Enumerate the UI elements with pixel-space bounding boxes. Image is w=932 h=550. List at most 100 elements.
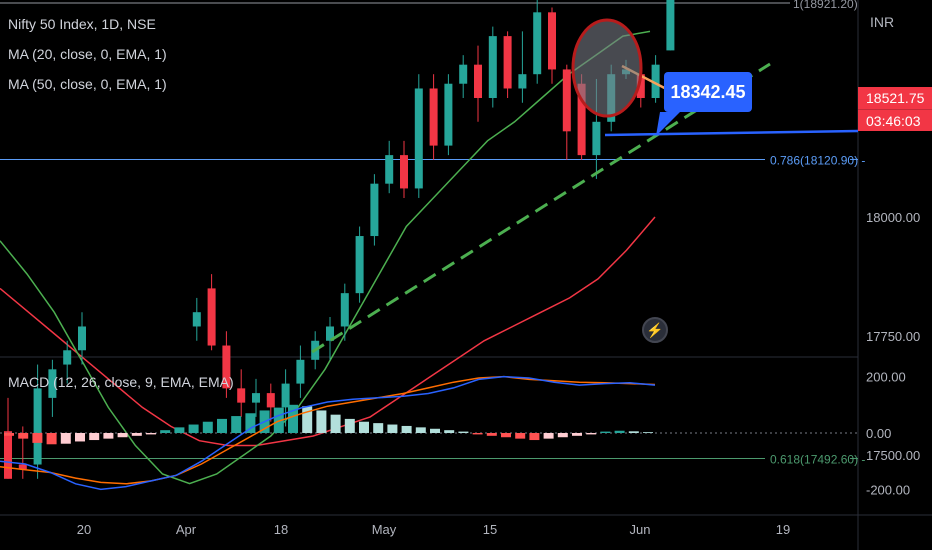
macd-histogram-bar [273, 407, 284, 433]
macd-histogram-bar [89, 433, 100, 441]
time-tick-label: 19 [776, 522, 790, 537]
candle-body [548, 12, 556, 70]
support-trendline [311, 62, 771, 354]
price-tick-label: 17750.00 [866, 329, 920, 344]
candle-body [63, 350, 72, 365]
candle-body [577, 83, 586, 156]
fib-level-label: 0.618(17492.60) - [770, 453, 865, 467]
currency-label[interactable]: INR [870, 14, 895, 30]
macd-line [0, 375, 656, 491]
candle-body [340, 293, 349, 327]
macd-histogram-bar [472, 433, 483, 435]
highlight-ellipse [571, 18, 643, 118]
macd-histogram-bar [188, 424, 199, 433]
macd-histogram-bar [628, 431, 639, 433]
time-tick-label: 20 [77, 522, 91, 537]
macd-histogram-bar [117, 433, 128, 438]
candle-body [4, 431, 12, 479]
time-tick-label: May [372, 522, 397, 537]
macd-histogram-bar [614, 430, 625, 433]
symbol-legend[interactable]: Nifty 50 Index, 1D, NSE [8, 16, 156, 32]
macd-histogram-bar [131, 433, 142, 436]
macd-histogram-bar [501, 433, 511, 438]
macd-histogram-bar [32, 433, 43, 443]
ma20-legend[interactable]: MA (20, close, 0, EMA, 1) [8, 46, 167, 62]
macd-tick-label: 200.00 [866, 370, 906, 385]
macd-histogram-bar [600, 431, 611, 433]
ma50-legend[interactable]: MA (50, close, 0, EMA, 1) [8, 76, 167, 92]
callout-pointer [656, 112, 680, 136]
macd-histogram-bar [373, 423, 384, 433]
macd-histogram-bar [543, 433, 554, 439]
time-tick-label: 15 [483, 522, 497, 537]
candle-body [429, 88, 438, 146]
fib-level-label: 0.786(18120.90) - [770, 153, 865, 167]
candle-body [296, 359, 305, 384]
macd-histogram-bar [415, 427, 426, 433]
macd-legend[interactable]: MACD (12, 26, close, 9, EMA, EMA) [8, 374, 234, 390]
macd-histogram-bar [60, 433, 71, 444]
macd-histogram-bar [557, 433, 568, 438]
candle-body [48, 369, 57, 398]
macd-signal-line [0, 375, 656, 485]
macd-histogram-bar [245, 413, 256, 433]
candle-body [355, 236, 364, 294]
candle-body [533, 12, 542, 75]
candle-body [281, 383, 290, 408]
candle-body [488, 36, 497, 98]
candle-body [518, 74, 527, 89]
macd-histogram-bar [288, 404, 298, 433]
time-tick-label: Jun [630, 522, 651, 537]
time-tick-label: 18 [274, 522, 288, 537]
candle-body [266, 393, 275, 408]
macd-histogram-bar [330, 414, 341, 433]
macd-tick-label: 0.00 [866, 426, 891, 441]
macd-histogram-bar [75, 433, 85, 442]
price-tick-label: 17500.00 [866, 448, 920, 463]
candle-body [192, 312, 201, 327]
macd-histogram-bar [458, 431, 469, 433]
candle-body [252, 393, 260, 403]
macd-histogram-bar [430, 428, 440, 433]
macd-histogram-bar [202, 421, 213, 433]
candle-body [651, 64, 660, 98]
candle-body [636, 74, 645, 98]
macd-histogram-bar [146, 433, 156, 435]
candle-body [503, 36, 512, 89]
candle-body [666, 0, 675, 51]
macd-histogram-bar [401, 425, 412, 433]
candle-body [78, 326, 86, 351]
lightning-icon[interactable]: ⚡ [642, 317, 668, 343]
macd-histogram-bar [572, 433, 582, 436]
candle-body [207, 288, 216, 346]
price-callout[interactable]: 18342.45 [664, 72, 752, 112]
candle-body [326, 326, 334, 341]
macd-histogram-bar [46, 433, 57, 445]
candle-body [474, 64, 482, 98]
ma50-line [0, 216, 656, 447]
macd-histogram-bar [586, 433, 597, 435]
bar-countdown-label: 03:46:03 [858, 109, 932, 131]
macd-tick-label: -200.00 [866, 482, 910, 497]
macd-histogram-bar [515, 433, 526, 439]
macd-histogram-bar [231, 416, 242, 433]
horizontal-level-line [604, 129, 859, 137]
candle-body [562, 69, 571, 132]
price-tick-label: 18000.00 [866, 210, 920, 225]
candle-body [370, 183, 379, 237]
macd-histogram-bar [344, 418, 355, 433]
macd-histogram-bar [4, 433, 14, 436]
macd-histogram-bar [359, 421, 369, 433]
candle-body [459, 64, 468, 84]
macd-histogram-bar [18, 433, 29, 439]
last-price-label: 18521.75 [858, 87, 932, 109]
candle-body [592, 121, 601, 156]
fib-level-1-label: 1(18921.20) [793, 0, 858, 11]
macd-histogram-bar [103, 433, 114, 439]
candle-body [385, 155, 394, 184]
candle-body [237, 388, 246, 403]
macd-histogram-bar [217, 418, 227, 433]
candle-body [33, 388, 42, 465]
candle-body [444, 83, 453, 146]
